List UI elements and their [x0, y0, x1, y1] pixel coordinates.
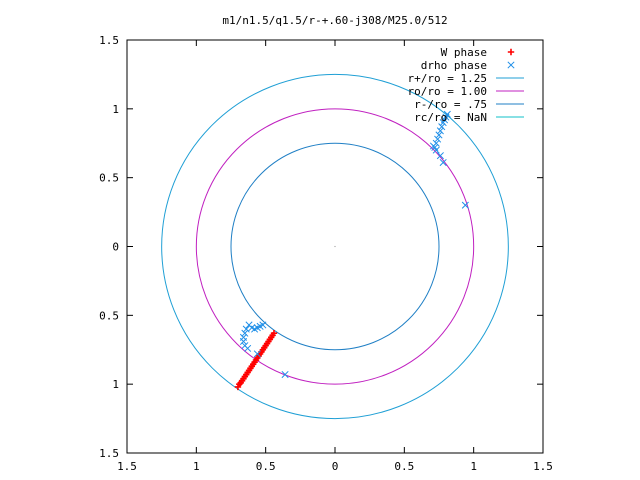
chart-title: m1/n1.5/q1.5/r-+.60-j308/M25.0/512	[222, 14, 447, 27]
axis-ticks: 1.5 1 0.5 0 0.5 1 1.51.510.500.511.5	[99, 34, 553, 473]
series-1	[239, 110, 469, 379]
origin-dot	[334, 245, 336, 248]
x-tick-label-3: 0	[332, 460, 339, 473]
point-1-9	[443, 110, 451, 118]
point-0-19	[249, 361, 257, 368]
point-1-3	[435, 131, 443, 139]
point-0-16	[241, 373, 249, 380]
point-1-24	[239, 337, 248, 346]
point-1-27	[253, 350, 261, 358]
point-0-26	[269, 332, 276, 339]
point-1-12	[436, 152, 444, 160]
y-tick-label-1: 1	[112, 378, 119, 391]
x-tick-label-1: 1	[193, 460, 200, 473]
legend-label-4: r-/ro = .75	[414, 98, 487, 111]
y-tick-label-2: 0.5	[99, 309, 119, 322]
y-tick-label-4: 0.5	[99, 172, 119, 185]
point-1-2	[434, 135, 442, 143]
point-1-5	[438, 123, 446, 131]
legend-swatch-1	[507, 61, 515, 69]
x-tick-label-6: 1.5	[533, 460, 553, 473]
circle-series-4	[230, 142, 440, 351]
y-tick-label-0: 1.5	[99, 447, 119, 460]
y-tick-label-3: 0	[112, 241, 119, 254]
circle-series-2	[161, 73, 509, 420]
x-tick-label-4: 0.5	[394, 460, 414, 473]
x-tick-label-2: 0.5	[256, 460, 276, 473]
point-0-24	[263, 340, 271, 347]
point-0-25	[266, 336, 274, 343]
legend-label-3: ro/ro = 1.00	[408, 85, 487, 98]
circle-series-3	[195, 108, 475, 385]
series-0	[234, 330, 278, 391]
point-1-11	[432, 146, 440, 154]
legend-label-0: W phase	[441, 46, 487, 59]
point-1-26	[244, 344, 252, 352]
point-1-28	[281, 370, 289, 379]
point-1-13	[439, 158, 447, 167]
legend-swatch-0	[507, 48, 515, 56]
legend-label-5: rc/ro = NaN	[414, 111, 487, 124]
point-1-4	[436, 127, 444, 135]
reference-circles	[161, 73, 509, 420]
point-0-15	[238, 377, 246, 384]
data-points	[234, 110, 469, 391]
x-tick-label-5: 1	[470, 460, 477, 473]
legend-label-2: r+/ro = 1.25	[408, 72, 487, 85]
y-tick-label-5: 1	[112, 103, 119, 116]
x-tick-label-0: 1.5	[117, 460, 137, 473]
point-1-14	[461, 201, 469, 209]
point-1-21	[242, 325, 250, 333]
legend-label-1: drho phase	[421, 59, 487, 72]
point-0-18	[247, 365, 254, 372]
point-1-10	[429, 142, 438, 150]
y-tick-label-6: 1.5	[99, 34, 119, 47]
point-0-17	[244, 369, 251, 376]
point-0-14	[236, 380, 243, 388]
point-0-23	[261, 344, 268, 351]
point-1-22	[241, 329, 249, 337]
point-0-20	[252, 356, 260, 364]
point-1-20	[259, 321, 267, 329]
